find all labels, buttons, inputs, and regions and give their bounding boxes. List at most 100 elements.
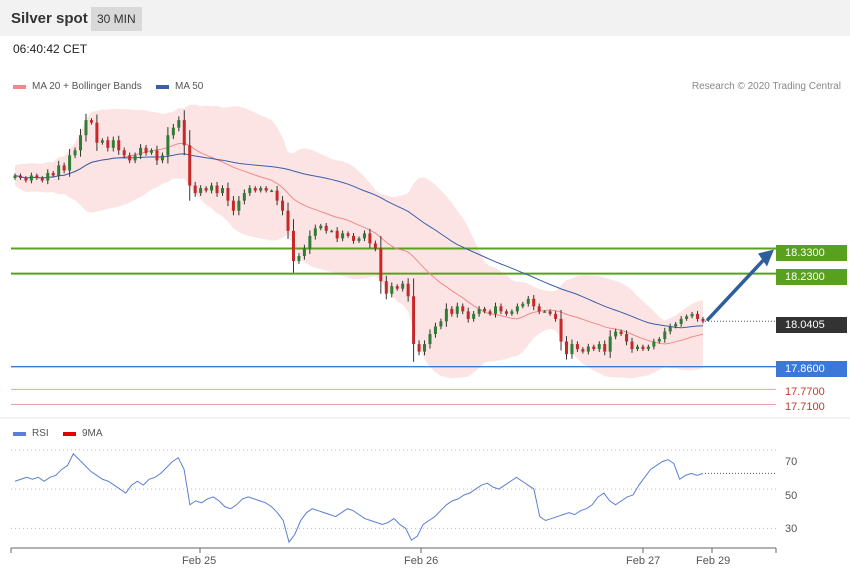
candle-body bbox=[592, 346, 596, 350]
level-s1-badge: 17.8600 bbox=[776, 361, 847, 377]
candle-body bbox=[128, 155, 132, 161]
candle bbox=[122, 147, 126, 159]
candle bbox=[330, 229, 334, 233]
candle-body bbox=[297, 256, 301, 262]
rsi-swatch bbox=[13, 431, 26, 436]
candle bbox=[483, 306, 487, 314]
candle bbox=[554, 311, 558, 322]
candle-body bbox=[166, 135, 170, 156]
candle-body bbox=[575, 344, 579, 350]
x-tick-feb27: Feb 27 bbox=[626, 555, 661, 567]
candle-body bbox=[324, 225, 328, 231]
candle bbox=[193, 181, 197, 197]
candle-body bbox=[379, 248, 383, 282]
candle bbox=[160, 152, 164, 164]
interval-badge[interactable]: 30 MIN bbox=[91, 7, 142, 31]
candle-body bbox=[679, 318, 683, 324]
candle bbox=[401, 280, 405, 292]
candle-body bbox=[319, 225, 323, 229]
candle bbox=[379, 235, 383, 294]
candle bbox=[286, 202, 290, 239]
candle-body bbox=[226, 188, 230, 201]
candle bbox=[630, 337, 634, 353]
candle bbox=[532, 295, 536, 311]
candle-body bbox=[242, 193, 246, 201]
candlestick-series bbox=[13, 110, 705, 362]
candle-body bbox=[477, 308, 481, 314]
candle bbox=[281, 196, 285, 216]
candle-body bbox=[270, 190, 274, 193]
candle-body bbox=[466, 311, 470, 319]
candle bbox=[663, 327, 667, 343]
instrument-title: Silver spot bbox=[11, 10, 88, 27]
candle-body bbox=[543, 311, 547, 313]
candle bbox=[100, 138, 104, 145]
candle bbox=[657, 337, 661, 344]
candle bbox=[150, 148, 154, 155]
candle bbox=[220, 185, 224, 196]
candle-body bbox=[352, 235, 356, 241]
candle-body bbox=[144, 147, 148, 153]
candle-body bbox=[674, 323, 678, 327]
candle bbox=[444, 303, 448, 327]
candle bbox=[106, 136, 110, 152]
candle-body bbox=[89, 120, 93, 123]
candle bbox=[117, 135, 121, 155]
ma20-swatch bbox=[13, 84, 26, 89]
candle bbox=[111, 136, 115, 152]
candle bbox=[362, 230, 366, 242]
candle bbox=[488, 309, 492, 316]
candle-body bbox=[111, 140, 115, 148]
candle bbox=[155, 145, 159, 165]
candle-body bbox=[106, 140, 110, 148]
candle-body bbox=[346, 233, 350, 236]
candle-body bbox=[117, 140, 121, 151]
candle bbox=[548, 309, 552, 316]
candle bbox=[646, 344, 650, 352]
candle bbox=[133, 152, 137, 164]
candle-body bbox=[122, 150, 126, 156]
candle-body bbox=[423, 344, 427, 352]
candle-body bbox=[281, 200, 285, 211]
rsi-tick-70: 70 bbox=[785, 456, 798, 468]
candle bbox=[308, 230, 312, 254]
candle-body bbox=[171, 127, 175, 136]
candle-body bbox=[619, 331, 623, 334]
candle-body bbox=[362, 233, 366, 239]
candle bbox=[439, 318, 443, 330]
candle-body bbox=[199, 188, 203, 194]
candle bbox=[466, 307, 470, 323]
candle-body bbox=[13, 175, 17, 178]
candle bbox=[341, 230, 345, 242]
candle bbox=[494, 302, 498, 318]
candle bbox=[177, 116, 181, 132]
candle bbox=[89, 118, 93, 125]
candle bbox=[395, 284, 399, 291]
candle-body bbox=[368, 233, 372, 244]
x-tick-feb26: Feb 26 bbox=[404, 555, 439, 567]
candle bbox=[46, 169, 50, 185]
candle bbox=[619, 329, 623, 336]
legend-rsi-ma-label: 9MA bbox=[82, 428, 103, 439]
candle-body bbox=[57, 165, 61, 176]
candle bbox=[226, 182, 230, 207]
candle-body bbox=[439, 321, 443, 327]
candle bbox=[412, 278, 416, 362]
candle bbox=[433, 322, 437, 338]
candle-body bbox=[483, 308, 487, 312]
candle bbox=[499, 303, 503, 315]
candle bbox=[406, 278, 410, 302]
candle bbox=[679, 316, 683, 327]
candle bbox=[696, 311, 700, 322]
x-tick-feb25: Feb 25 bbox=[182, 555, 217, 567]
candle bbox=[564, 336, 568, 360]
rsi-tick-30: 30 bbox=[785, 523, 798, 535]
candle-body bbox=[581, 349, 585, 352]
legend-rsi-label: RSI bbox=[32, 428, 49, 439]
candle-body bbox=[46, 172, 50, 181]
candle-body bbox=[160, 155, 164, 161]
candle bbox=[461, 303, 465, 315]
candle-body bbox=[302, 248, 306, 256]
forecast-arrow bbox=[706, 249, 774, 322]
candle-body bbox=[657, 339, 661, 342]
